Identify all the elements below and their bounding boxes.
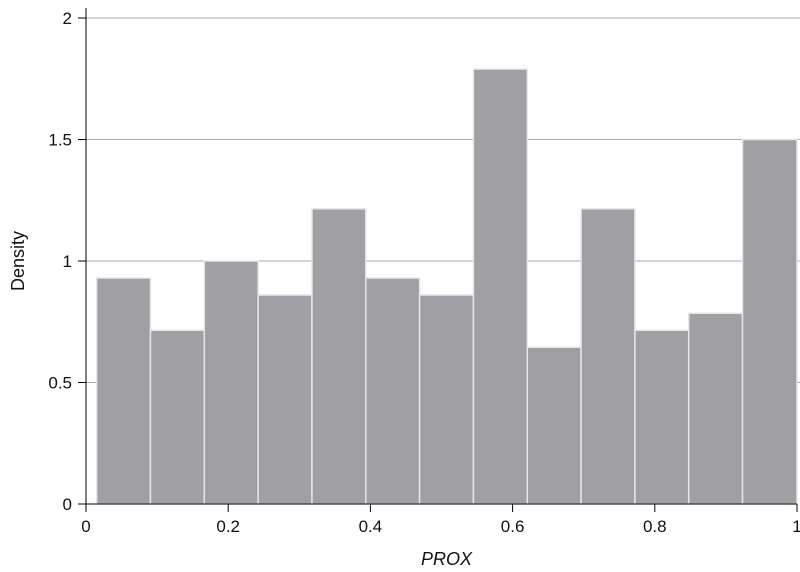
y-tick-label: 2 [63,9,72,28]
histogram-bar [526,346,582,505]
histogram-bar [365,277,421,505]
x-tick-label: 0.2 [216,517,240,536]
histogram-bar [257,294,313,505]
axes [85,8,797,505]
histogram-bar [741,138,798,505]
y-axis-title: Density [8,231,28,291]
x-axis-title: PROX [421,549,473,569]
x-tick-label: 0.4 [359,517,383,536]
histogram-bar [203,260,259,505]
x-tick-label: 0 [81,517,90,536]
histogram-bar [149,329,206,505]
y-tick-label: 1.5 [48,131,72,150]
x-tick-label: 0.6 [501,517,525,536]
histogram-bar [95,277,152,505]
x-tick-label: 1 [792,517,800,536]
histogram-bar [634,329,690,505]
histogram-bar [418,294,475,505]
histogram-bars [95,68,798,505]
histogram-bar [472,68,528,505]
y-tick-label: 0 [63,495,72,514]
x-tick-label: 0.8 [643,517,667,536]
axis-ticks: 0 0.5 1 1.5 2 0 0.2 0.4 0.6 0.8 1 [48,9,800,536]
y-tick-label: 0.5 [48,374,72,393]
histogram-bar [580,208,636,505]
histogram-bar [311,208,367,505]
y-tick-label: 1 [63,252,72,271]
histogram-bar [687,312,744,505]
